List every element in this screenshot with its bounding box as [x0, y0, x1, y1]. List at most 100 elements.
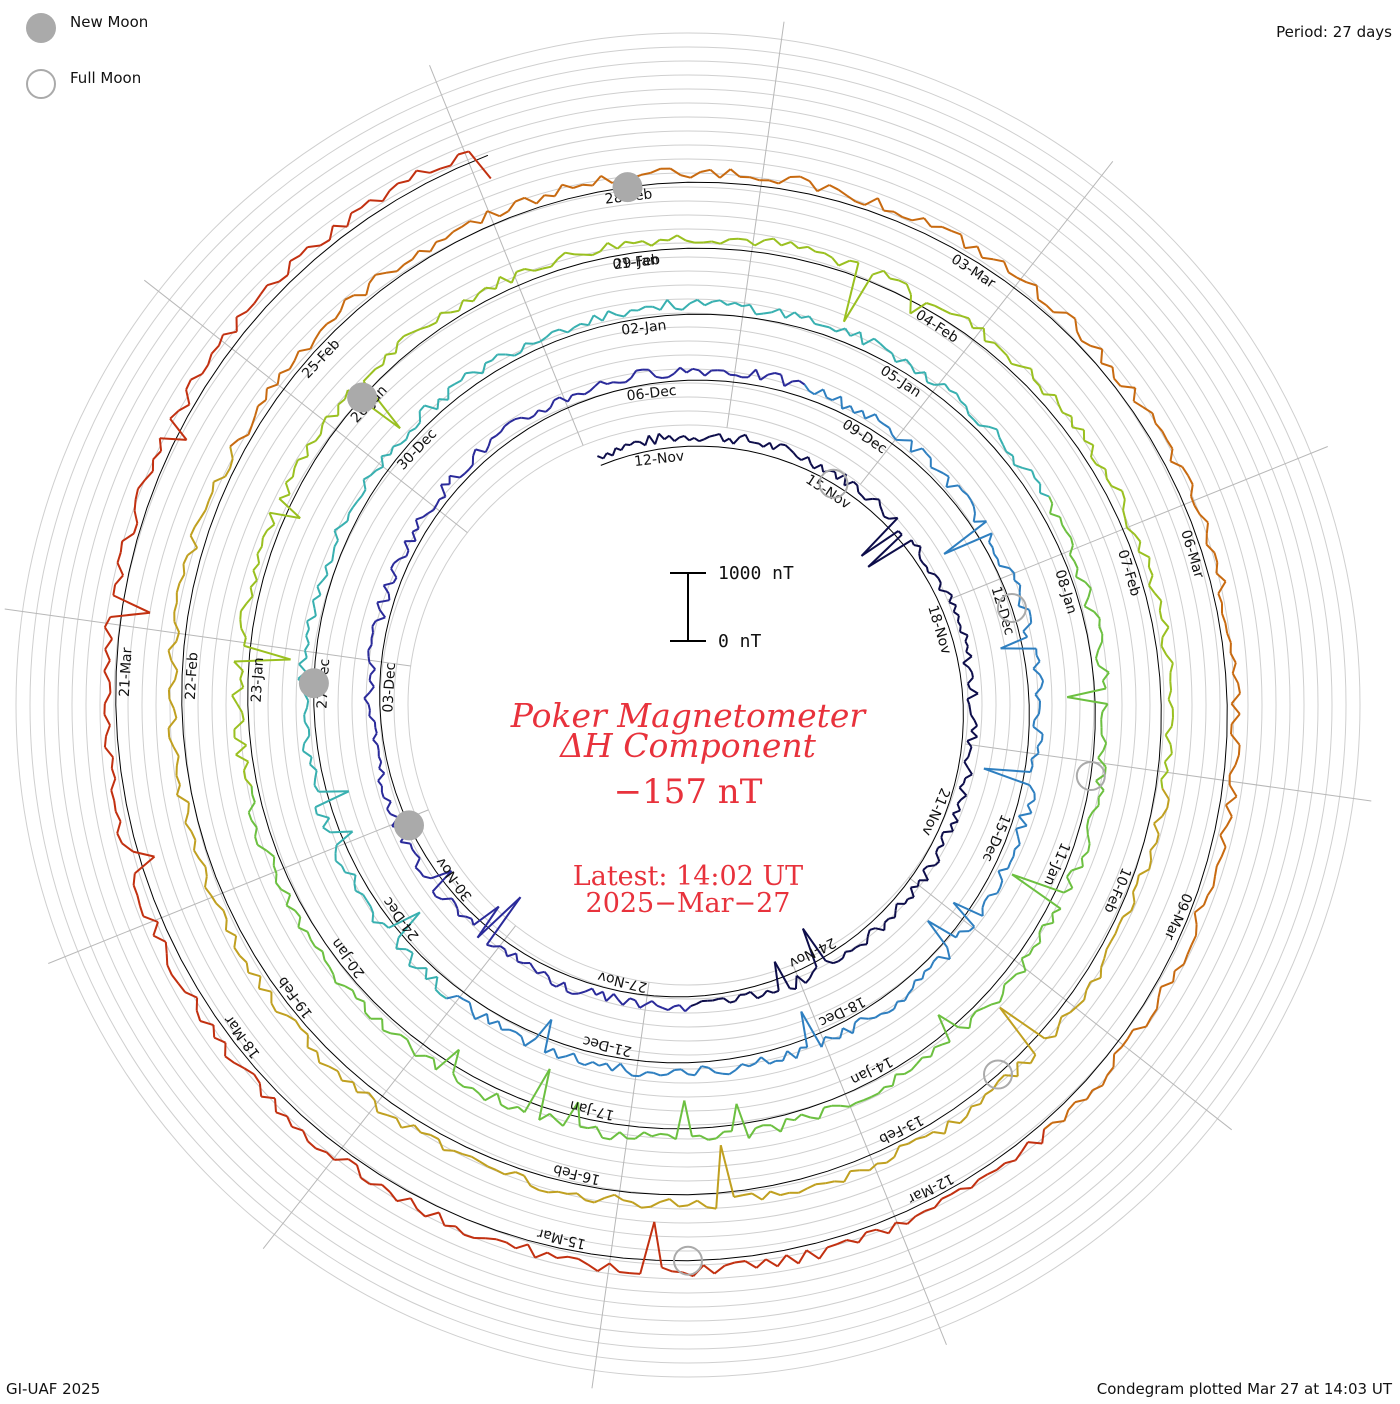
trace-segment: [1031, 1055, 1036, 1063]
trace-segment: [455, 903, 457, 909]
trace-segment: [492, 355, 497, 361]
trace-segment: [1010, 856, 1013, 862]
trace-segment: [470, 221, 482, 223]
trace-segment: [942, 1194, 951, 1198]
trace-segment: [1220, 826, 1226, 835]
trace-segment: [749, 1128, 756, 1138]
trace-segment: [305, 644, 309, 651]
trace-segment: [806, 978, 810, 983]
trace-segment: [177, 756, 179, 766]
trace-segment: [213, 482, 214, 492]
trace-segment: [729, 239, 738, 240]
trace-segment: [535, 1253, 547, 1258]
trace-segment: [311, 940, 315, 947]
trace-segment: [1031, 759, 1032, 766]
trace-segment: [389, 594, 390, 601]
trace-segment: [341, 521, 347, 526]
trace-segment: [338, 1071, 342, 1081]
trace-segment: [1031, 766, 1033, 772]
trace-segment: [936, 848, 938, 853]
trace-segment: [963, 663, 969, 667]
trace-segment: [1215, 866, 1217, 876]
trace-segment: [530, 963, 533, 968]
new-moon-marker: [613, 172, 643, 202]
trace-segment: [605, 1195, 615, 1198]
trace-segment: [969, 668, 972, 673]
trace-segment: [844, 1171, 850, 1182]
trace-segment: [1227, 817, 1232, 827]
trace-segment: [967, 737, 977, 741]
trace-segment: [971, 726, 977, 731]
trace-segment: [200, 1021, 213, 1025]
trace-segment: [1050, 504, 1052, 514]
trace-segment: [928, 921, 956, 938]
trace-segment: [369, 200, 382, 201]
trace-segment: [885, 919, 889, 923]
trace-segment: [253, 570, 257, 580]
trace-segment: [889, 428, 892, 435]
trace-segment: [911, 886, 918, 887]
trace-segment: [133, 852, 155, 857]
trace-segment: [298, 928, 307, 932]
trace-segment: [379, 757, 381, 762]
trace-segment: [715, 1073, 722, 1074]
trace-segment: [286, 477, 293, 483]
trace-segment: [115, 575, 123, 584]
spoke-line: [727, 22, 784, 428]
current-value: −157 nT: [614, 772, 763, 812]
trace-segment: [1042, 734, 1043, 741]
trace-segment: [800, 177, 809, 182]
trace-segment: [625, 445, 630, 446]
trace-segment: [931, 1048, 934, 1057]
trace-segment: [518, 1107, 525, 1112]
trace-segment: [1007, 356, 1011, 364]
trace-segment: [306, 629, 309, 636]
trace-segment: [1043, 923, 1054, 926]
trace-segment: [1217, 857, 1222, 866]
trace-segment: [214, 1025, 215, 1038]
trace-segment: [985, 341, 995, 343]
trace-segment: [321, 425, 323, 435]
trace-segment: [1204, 896, 1208, 906]
trace-segment: [1019, 816, 1027, 826]
trace-segment: [1188, 475, 1193, 484]
trace-segment: [287, 895, 291, 906]
new-moon-legend-label: New Moon: [70, 13, 148, 31]
trace-segment: [258, 845, 267, 851]
trace-segment: [232, 695, 237, 704]
trace-segment: [953, 903, 982, 916]
trace-segment: [369, 710, 370, 716]
trace-segment: [420, 326, 429, 329]
trace-segment: [334, 1159, 348, 1160]
trace-segment: [674, 368, 680, 374]
trace-segment: [448, 384, 455, 388]
trace-segment: [969, 704, 970, 709]
trace-segment: [641, 1207, 651, 1208]
trace-segment: [370, 1184, 382, 1185]
trace-segment: [399, 556, 406, 559]
trace-segment: [983, 901, 985, 908]
trace-segment: [770, 443, 773, 450]
trace-segment: [416, 517, 423, 520]
trace-segment: [859, 1232, 867, 1242]
trace-segment: [960, 316, 969, 319]
trace-segment: [810, 972, 813, 978]
trace-segment: [407, 1040, 411, 1048]
trace-segment: [989, 427, 997, 430]
trace-segment: [345, 986, 353, 990]
trace-segment: [1171, 663, 1173, 672]
trace-segment: [714, 434, 719, 436]
trace-segment: [373, 913, 374, 922]
trace-segment: [278, 373, 280, 384]
trace-segment: [854, 411, 863, 413]
trace-segment: [267, 851, 275, 857]
trace-segment: [825, 1181, 834, 1183]
trace-segment: [926, 454, 930, 459]
trace-segment: [922, 971, 924, 979]
trace-segment: [262, 538, 263, 547]
trace-segment: [862, 518, 898, 556]
trace-segment: [308, 1048, 318, 1052]
trace-segment: [1009, 272, 1018, 277]
trace-segment: [249, 812, 252, 820]
trace-segment: [865, 499, 873, 500]
